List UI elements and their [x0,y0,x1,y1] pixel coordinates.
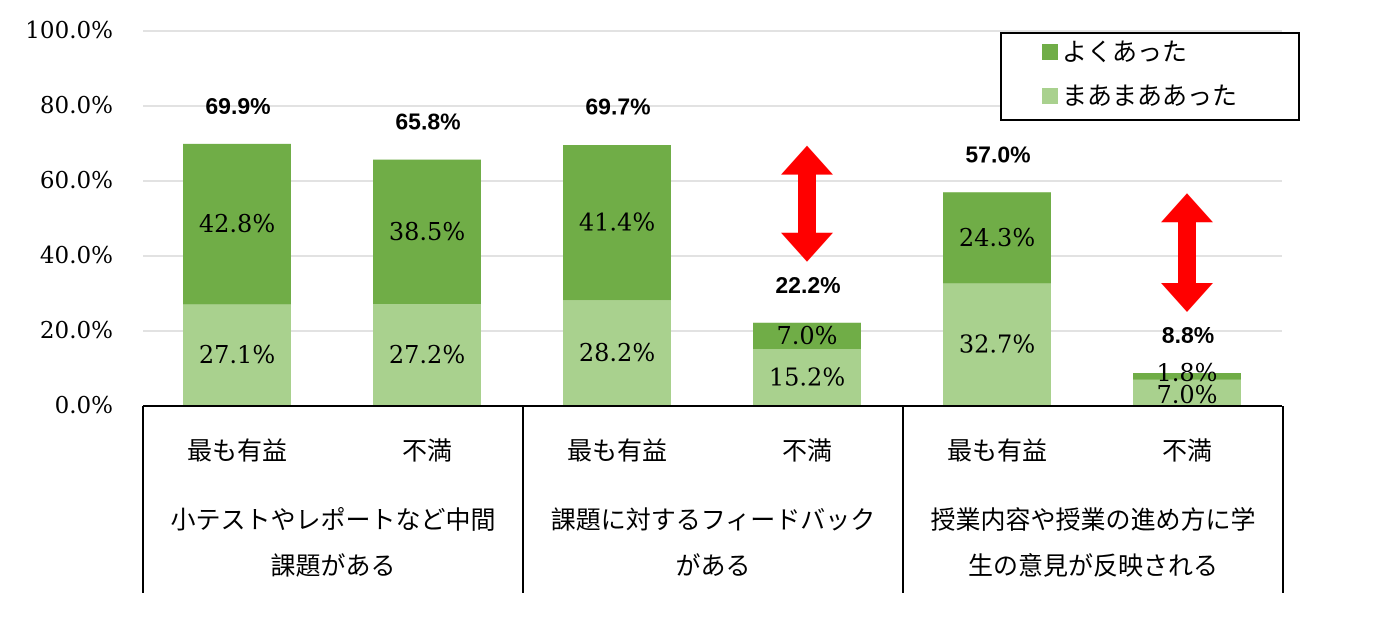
legend-label: よくあった [1062,38,1187,67]
total-label: 65.8% [395,108,460,134]
segment-label: 7.0% [777,322,838,350]
bar-segment-mamaa [183,304,291,406]
group-label: 授業内容や授業の進め方に学 [930,506,1255,535]
y-tick-label: 60.0% [40,168,113,194]
segment-label: 38.5% [389,218,465,246]
y-tick-label: 20.0% [40,318,113,344]
y-tick-label: 80.0% [40,93,113,119]
category-label: 最も有益 [187,437,287,466]
bar-segment-yoku [943,192,1051,284]
bar-segment-yoku [183,143,291,305]
total-label: 69.9% [205,93,270,119]
y-tick-label: 40.0% [40,243,113,269]
total-label: 8.8% [1162,322,1214,348]
segment-labels: 27.1% 42.8% 27.2% 38.5% 28.2% 41.4% 15.2% 7.0% 3… [199,209,1218,409]
group-label: 小テストやレポートなど中間 [170,506,495,535]
segment-label: 27.2% [389,341,465,369]
y-axis-tick-labels: 0.0% 20.0% 40.0% 60.0% 80.0% 100.0% [25,18,113,419]
legend-label: まあまああった [1062,82,1237,111]
category-label: 不満 [782,437,832,466]
segment-label: 32.7% [959,331,1035,359]
group-label: 生の意見が反映される [968,552,1218,581]
segment-label: 15.2% [769,364,845,392]
total-label: 69.7% [585,94,650,120]
bar-segment-mamaa [373,304,481,406]
bar-segment-yoku [373,159,481,304]
total-label: 22.2% [775,272,840,298]
comparison-arrows [781,145,1213,312]
group-label: 課題に対するフィードバック [551,506,876,535]
total-label: 57.0% [965,141,1030,167]
segment-label: 28.2% [579,339,655,367]
bar-segment-mamaa [563,300,671,406]
bar-segment-yoku [753,322,861,349]
segment-label: 41.4% [579,209,655,237]
total-labels: 69.9% 65.8% 69.7% 22.2% 57.0% 8.8% [205,93,1214,348]
bars [183,143,1241,406]
category-label: 不満 [402,437,452,466]
segment-label: 24.3% [959,224,1035,252]
segment-label: 42.8% [199,210,275,238]
category-label: 最も有益 [947,437,1047,466]
segment-label: 1.8% [1157,359,1218,387]
legend-swatch [1042,88,1058,104]
bar-segment-mamaa [1133,379,1241,406]
bar-segment-mamaa [753,349,861,406]
y-tick-label: 0.0% [55,393,113,419]
y-tick-label: 100.0% [25,18,113,44]
group-label: がある [675,552,750,581]
double-arrow-icon [1161,193,1213,312]
segment-label: 27.1% [199,341,275,369]
bar-segment-yoku [563,145,671,301]
group-label: 課題がある [270,552,395,581]
segment-label: 7.0% [1157,381,1218,409]
category-label: 最も有益 [567,437,667,466]
category-label: 不満 [1162,437,1212,466]
bar-segment-mamaa [943,283,1051,406]
legend-swatch [1042,44,1058,60]
bar-segment-yoku [1133,373,1241,380]
double-arrow-icon [781,145,833,262]
